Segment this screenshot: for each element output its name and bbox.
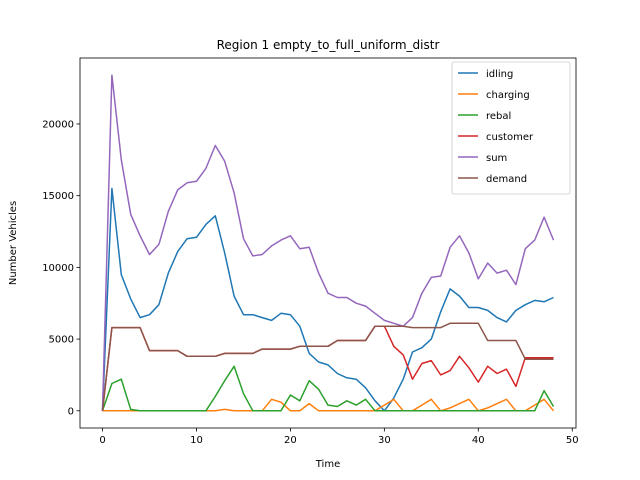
series-layer <box>101 74 555 412</box>
y-tick-label: 15000 <box>42 191 74 202</box>
chart-title: Region 1 empty_to_full_uniform_distr <box>217 38 440 52</box>
y-tick-label: 10000 <box>42 263 74 274</box>
x-axis: 0 10 20 30 40 50 <box>99 428 579 446</box>
y-tick-label: 5000 <box>49 335 74 346</box>
legend-label-charging: charging <box>486 90 530 101</box>
legend-label-rebal: rebal <box>486 111 511 122</box>
x-tick-label: 50 <box>566 435 579 446</box>
plot-frame <box>79 57 577 429</box>
y-tick-label: 0 <box>68 406 74 417</box>
x-tick-label: 0 <box>99 435 105 446</box>
legend-label-customer: customer <box>486 132 534 143</box>
series-line-sum <box>101 74 555 411</box>
y-axis: 0 5000 10000 15000 20000 <box>42 119 80 417</box>
series-line-demand <box>101 322 554 411</box>
x-axis-label: Time <box>315 459 340 470</box>
legend-label-sum: sum <box>486 153 507 164</box>
x-tick-label: 10 <box>190 435 203 446</box>
x-tick-label: 30 <box>378 435 391 446</box>
y-axis-label: Number Vehicles <box>8 201 19 285</box>
x-tick-label: 20 <box>284 435 297 446</box>
legend-box <box>451 61 571 195</box>
x-tick-label: 40 <box>472 435 485 446</box>
legend-label-demand: demand <box>486 174 527 185</box>
legend: idling charging rebal customer sum demand <box>451 61 571 195</box>
y-tick-label: 20000 <box>42 119 74 130</box>
series-line-rebal <box>101 365 555 412</box>
series-line-idling <box>101 187 554 412</box>
legend-label-idling: idling <box>486 69 513 80</box>
